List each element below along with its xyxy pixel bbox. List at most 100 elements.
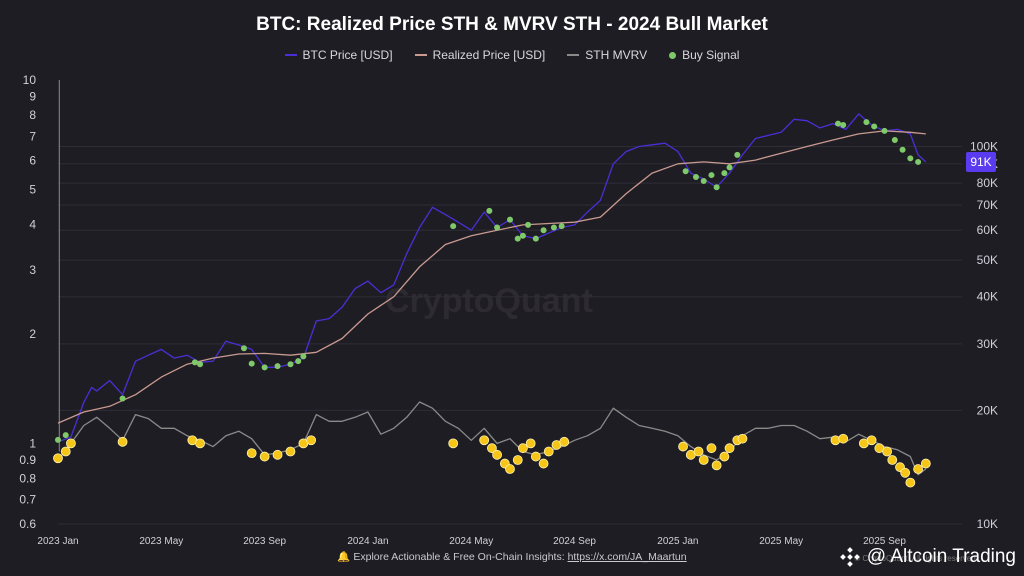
left-axis-tick-label: 6	[29, 154, 36, 168]
right-axis-tick-label: 30K	[977, 337, 998, 351]
x-axis-tick-label: 2024 May	[449, 536, 493, 547]
buy-signal-point	[835, 120, 842, 127]
mvrv-signal-point	[838, 433, 849, 444]
footer-text: Explore Actionable & Free On-Chain Insig…	[353, 551, 568, 563]
buy-signal-point	[899, 146, 906, 153]
left-axis-tick-label: 7	[29, 129, 36, 143]
mvrv-signal-point	[559, 436, 570, 447]
buy-signal-point	[287, 361, 294, 368]
buy-signal-point	[891, 137, 898, 144]
mvrv-signal-point	[737, 433, 748, 444]
mvrv-signal-point	[887, 455, 898, 465]
buy-signal-point	[261, 364, 268, 371]
mvrv-signal-point	[538, 458, 549, 469]
left-axis-tick-label: 0.7	[19, 493, 36, 507]
legend-label: BTC Price [USD]	[302, 48, 393, 62]
current-price-label: 91K	[970, 155, 991, 169]
mvrv-signal-point	[512, 455, 523, 465]
realized-price-line	[57, 130, 926, 424]
mvrv-signal-point	[693, 446, 704, 457]
mvrv-signal-point	[60, 446, 71, 457]
buy-signal-point	[700, 178, 707, 185]
right-axis-tick-label: 60K	[977, 223, 998, 237]
buy-signal-point	[734, 151, 741, 158]
buy-signal-point	[300, 353, 307, 360]
mvrv-signal-point	[913, 464, 923, 474]
right-axis-tick-label: 50K	[977, 253, 998, 267]
mvrv-signal-point	[66, 438, 76, 449]
mvrv-signal-point	[866, 435, 877, 446]
mvrv-signal-point	[905, 477, 916, 488]
right-axis-tick-label: 80K	[977, 176, 998, 190]
legend-item-realized-price[interactable]: Realized Price [USD]	[414, 48, 545, 62]
mvrv-signal-point	[117, 436, 128, 447]
left-axis-tick-label: 9	[29, 90, 36, 104]
buy-signal-point	[915, 158, 922, 165]
buy-signal-point	[881, 127, 888, 134]
mvrv-signal-point	[543, 446, 554, 457]
buy-signal-point	[682, 168, 689, 175]
mvrv-signal-point	[195, 438, 205, 449]
buy-signal-point	[507, 216, 513, 223]
x-axis-tick-label: 2023 Jan	[37, 536, 78, 547]
right-axis-tick-label: 100K	[970, 139, 998, 153]
buy-signal-point	[550, 224, 557, 231]
right-axis-tick-label: 20K	[977, 403, 998, 417]
mvrv-signal-point	[272, 449, 283, 460]
brand-tag: @ Altcoin Trading	[839, 546, 1016, 568]
right-axis-tick-label: 40K	[977, 290, 998, 304]
mvrv-signal-point	[259, 451, 270, 462]
left-axis-tick-label: 2	[29, 327, 36, 341]
legend-swatch	[669, 51, 677, 59]
buy-signal-point	[494, 224, 501, 231]
mvrv-signal-point	[246, 448, 257, 459]
buy-signal-point	[863, 119, 870, 126]
legend-item-btc-price[interactable]: BTC Price [USD]	[284, 48, 393, 62]
buy-signal-point	[907, 155, 914, 162]
left-axis-tick-label: 1	[29, 436, 36, 450]
right-axis-tick-label: 70K	[977, 198, 998, 212]
mvrv-signal-point	[900, 467, 911, 478]
left-axis-tick-label: 5	[29, 182, 36, 196]
mvrv-signal-point	[479, 435, 490, 446]
x-axis-tick-label: 2023 May	[139, 536, 183, 547]
mvrv-signal-point	[920, 458, 931, 469]
right-axis-tick-label: 10K	[977, 517, 998, 531]
mvrv-signal-point	[53, 453, 63, 464]
x-axis-tick-label: 2025 May	[759, 536, 803, 547]
x-axis-tick-label: 2024 Sep	[553, 536, 596, 547]
footer-link[interactable]: https://x.com/JA_Maartun	[567, 551, 687, 563]
legend: BTC Price [USD] Realized Price [USD] STH…	[0, 48, 1024, 62]
buy-signal-point	[840, 121, 847, 128]
mvrv-signal-point	[505, 464, 515, 474]
x-axis-tick-label: 2025 Jan	[657, 536, 698, 547]
buy-signal-point	[519, 232, 526, 239]
mvrv-signal-point	[448, 438, 459, 449]
mvrv-signal-point	[306, 435, 317, 446]
mvrv-signal-point	[285, 446, 296, 457]
copyright: © CryptoQuant. All rights reserved.	[854, 554, 978, 563]
left-axis-tick-label: 10	[23, 73, 37, 87]
mvrv-signal-point	[492, 449, 502, 460]
buy-signal-point	[240, 345, 247, 352]
left-axis-tick-label: 8	[29, 108, 36, 122]
legend-item-sth-mvrv[interactable]: STH MVRV	[567, 48, 647, 62]
buy-signal-point	[248, 360, 255, 367]
footer-note: 🔔 Explore Actionable & Free On-Chain Ins…	[0, 550, 1024, 563]
mvrv-signal-point	[487, 443, 497, 454]
buy-signal-point	[532, 235, 539, 242]
mvrv-signal-point	[882, 446, 892, 457]
legend-label: Buy Signal	[682, 48, 740, 62]
bell-icon: 🔔	[337, 551, 351, 563]
left-axis-tick-label: 3	[29, 263, 36, 277]
mvrv-signal-point	[530, 451, 541, 462]
legend-item-buy-signal[interactable]: Buy Signal	[669, 48, 739, 62]
buy-signal-point	[721, 170, 728, 177]
buy-signal-point	[525, 221, 532, 228]
buy-signal-point	[191, 359, 198, 366]
binance-logo-icon	[839, 547, 860, 567]
mvrv-signal-point	[698, 455, 709, 465]
left-axis-tick-label: 0.6	[19, 517, 36, 531]
mvrv-signal-point	[724, 443, 735, 454]
